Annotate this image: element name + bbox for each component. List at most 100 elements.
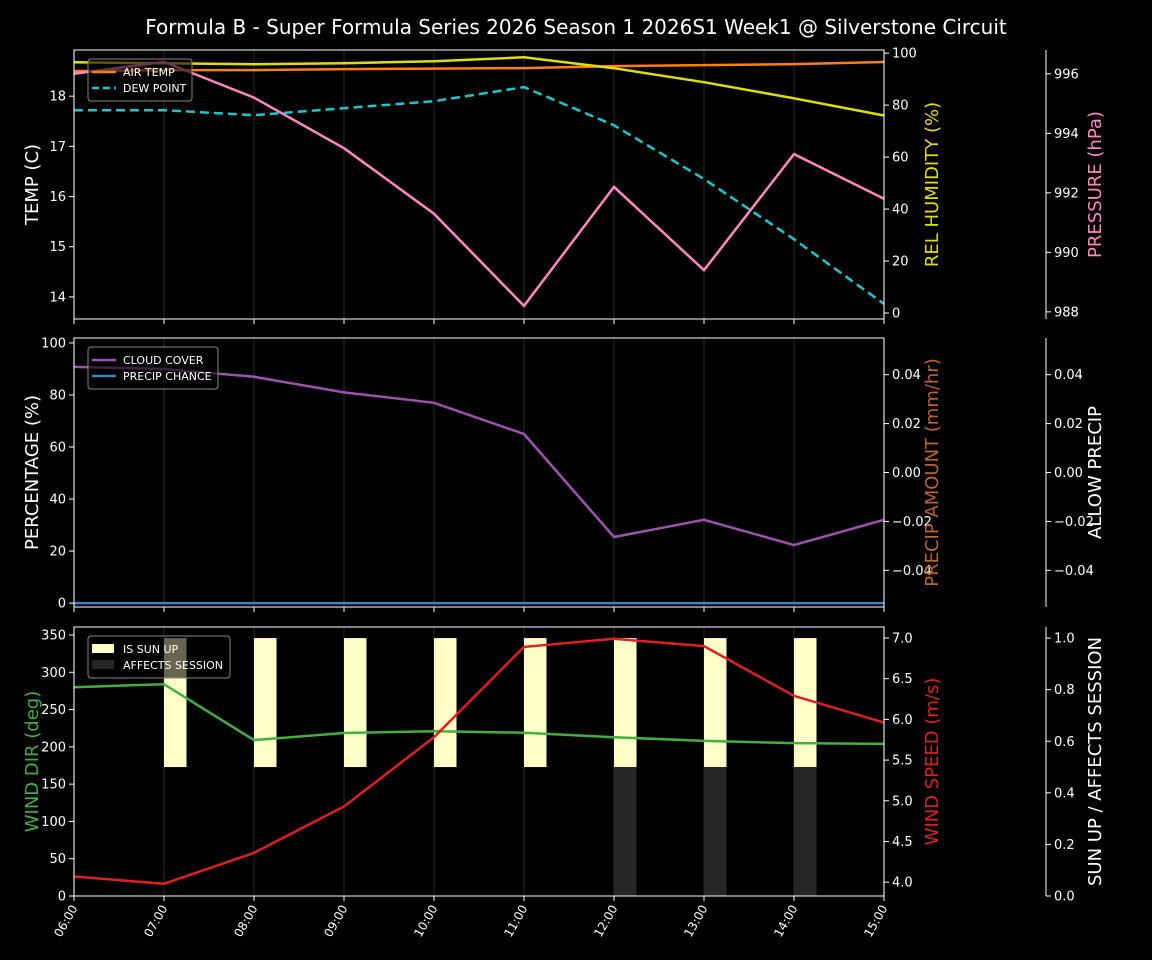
series-line-right bbox=[73, 56, 885, 117]
bar-is-sun-up bbox=[344, 638, 367, 768]
right-y-tick-label: 7.0 bbox=[892, 631, 913, 646]
x-tick-label: 07:00 bbox=[141, 903, 170, 940]
series-line-cloud-cover bbox=[73, 365, 885, 547]
bar-affects-session bbox=[794, 767, 817, 896]
left-y-tick-label: 14 bbox=[49, 290, 66, 305]
right-y-tick-label: 0.02 bbox=[892, 417, 921, 432]
third-y-tick-label: 990 bbox=[1054, 246, 1079, 261]
left-y-tick-label: 350 bbox=[41, 628, 66, 643]
series-line-third bbox=[73, 60, 885, 308]
left-y-tick-label: 80 bbox=[49, 388, 66, 403]
precip-panel: 0 20 40 60 80 100 PERCENTAGE (%) −0.04 −0.02 0.00… bbox=[22, 336, 1106, 612]
bar-is-sun-up bbox=[434, 638, 457, 768]
bar-is-sun-up bbox=[704, 638, 727, 768]
right-axis-label: REL HUMIDITY (%) bbox=[922, 102, 943, 267]
left-y-tick-label: 0 bbox=[58, 597, 66, 612]
right-y-tick-label: 5.5 bbox=[892, 754, 913, 769]
left-y-tick-label: 16 bbox=[49, 190, 66, 205]
legend-label: DEW POINT bbox=[123, 82, 187, 95]
third-y-tick-label: 0.2 bbox=[1054, 838, 1075, 853]
plot-frame bbox=[73, 49, 885, 320]
third-axis-label: PRESSURE (hPa) bbox=[1085, 111, 1106, 258]
right-y-tick-label: 40 bbox=[892, 203, 909, 218]
left-y-tick-label: 15 bbox=[49, 240, 66, 255]
x-tick-label: 14:00 bbox=[771, 903, 800, 940]
left-y-tick-label: 100 bbox=[41, 815, 66, 830]
third-y-tick-label: 0.6 bbox=[1054, 735, 1075, 750]
right-y-tick-label: 20 bbox=[892, 255, 909, 270]
plot-frame bbox=[73, 626, 885, 897]
right-y-tick-label: 80 bbox=[892, 99, 909, 114]
third-y-tick-label: 988 bbox=[1054, 305, 1079, 320]
left-y-tick-label: 50 bbox=[49, 852, 66, 867]
bar-is-sun-up bbox=[524, 638, 547, 768]
third-y-tick-label: 0.00 bbox=[1054, 466, 1083, 481]
third-y-tick-label: 0.8 bbox=[1054, 683, 1075, 698]
x-tick-label: 13:00 bbox=[681, 903, 710, 940]
right-y-tick-label: 0.00 bbox=[892, 466, 921, 481]
chart-title: Formula B - Super Formula Series 2026 Se… bbox=[145, 15, 1007, 39]
left-y-tick-label: 200 bbox=[41, 740, 66, 755]
right-y-tick-label: 5.0 bbox=[892, 794, 913, 809]
bar-is-sun-up bbox=[254, 638, 277, 768]
legend-box bbox=[87, 635, 231, 679]
left-y-tick-label: 17 bbox=[49, 140, 66, 155]
legend: CLOUD COVER PRECIP CHANCE bbox=[87, 346, 219, 390]
left-y-tick-label: 150 bbox=[41, 778, 66, 793]
bar-is-sun-up bbox=[794, 638, 817, 768]
third-axis-label: SUN UP / AFFECTS SESSION bbox=[1085, 637, 1106, 886]
bar-affects-session bbox=[704, 767, 727, 896]
x-tick-label: 15:00 bbox=[861, 903, 890, 940]
third-y-tick-label: 0.4 bbox=[1054, 786, 1075, 801]
left-y-tick-label: 40 bbox=[49, 493, 66, 508]
legend-label: AFFECTS SESSION bbox=[123, 659, 223, 672]
left-y-tick-label: 0 bbox=[58, 890, 66, 905]
legend-box bbox=[87, 346, 219, 390]
right-y-tick-label: 6.5 bbox=[892, 672, 913, 687]
right-y-tick-label: 60 bbox=[892, 151, 909, 166]
right-axis-label: WIND SPEED (m/s) bbox=[922, 678, 943, 846]
wind-panel: 06:00 07:00 08:00 09:00 10:00 11:00 12:00 13:00… bbox=[22, 626, 1106, 940]
series-line-dew-point bbox=[74, 85, 885, 305]
bar-is-sun-up bbox=[614, 638, 637, 768]
legend-label: AIR TEMP bbox=[123, 66, 175, 79]
right-y-tick-label: −0.04 bbox=[892, 564, 932, 579]
left-y-tick-label: 20 bbox=[49, 545, 66, 560]
legend-box bbox=[87, 58, 193, 102]
third-axis-label: ALLOW PRECIP bbox=[1085, 406, 1106, 539]
third-y-tick-label: 0.0 bbox=[1054, 890, 1075, 905]
right-y-tick-label: 6.0 bbox=[892, 713, 913, 728]
third-y-tick-label: 994 bbox=[1054, 127, 1079, 142]
x-tick-label: 06:00 bbox=[51, 903, 80, 940]
legend: IS SUN UP AFFECTS SESSION bbox=[87, 635, 231, 679]
x-tick-label: 09:00 bbox=[321, 903, 350, 940]
right-axis-label: PRECIP AMOUNT (mm/hr) bbox=[922, 358, 943, 587]
left-y-tick-label: 300 bbox=[41, 666, 66, 681]
left-axis-label: WIND DIR (deg) bbox=[22, 691, 43, 833]
right-y-tick-label: 100 bbox=[892, 47, 917, 62]
third-y-tick-label: 0.02 bbox=[1054, 417, 1083, 432]
series-line-right bbox=[73, 637, 885, 886]
third-y-tick-label: 992 bbox=[1054, 186, 1079, 201]
third-y-tick-label: −0.04 bbox=[1054, 564, 1094, 579]
right-y-tick-label: 0.04 bbox=[892, 368, 921, 383]
legend-label: IS SUN UP bbox=[123, 643, 179, 656]
right-y-tick-label: 4.0 bbox=[892, 876, 913, 891]
third-y-tick-label: −0.02 bbox=[1054, 515, 1094, 530]
legend-swatch bbox=[92, 660, 114, 669]
legend-swatch bbox=[92, 644, 114, 653]
left-axis-label: TEMP (C) bbox=[22, 144, 43, 226]
series-line-left bbox=[73, 682, 885, 746]
legend-label: CLOUD COVER bbox=[123, 354, 204, 367]
third-y-tick-label: 0.04 bbox=[1054, 368, 1083, 383]
series-line-air-temp bbox=[73, 60, 885, 73]
bar-affects-session bbox=[614, 767, 637, 896]
right-y-tick-label: −0.02 bbox=[892, 515, 932, 530]
legend-label: PRECIP CHANCE bbox=[123, 370, 212, 383]
right-y-tick-label: 4.5 bbox=[892, 835, 913, 850]
x-tick-label: 10:00 bbox=[411, 903, 440, 940]
x-tick-label: 12:00 bbox=[591, 903, 620, 940]
left-axis-label: PERCENTAGE (%) bbox=[22, 395, 43, 550]
x-tick-label: 11:00 bbox=[501, 903, 530, 940]
